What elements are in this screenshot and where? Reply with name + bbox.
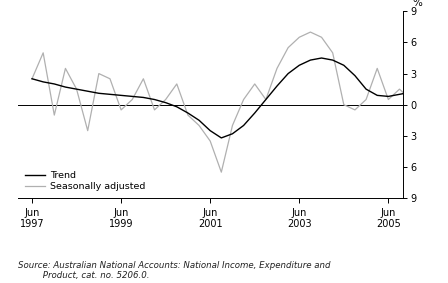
Text: %: % — [413, 0, 423, 8]
Text: Source: Australian National Accounts: National Income, Expenditure and
         : Source: Australian National Accounts: Na… — [18, 261, 331, 280]
Legend: Trend, Seasonally adjusted: Trend, Seasonally adjusted — [23, 169, 147, 193]
